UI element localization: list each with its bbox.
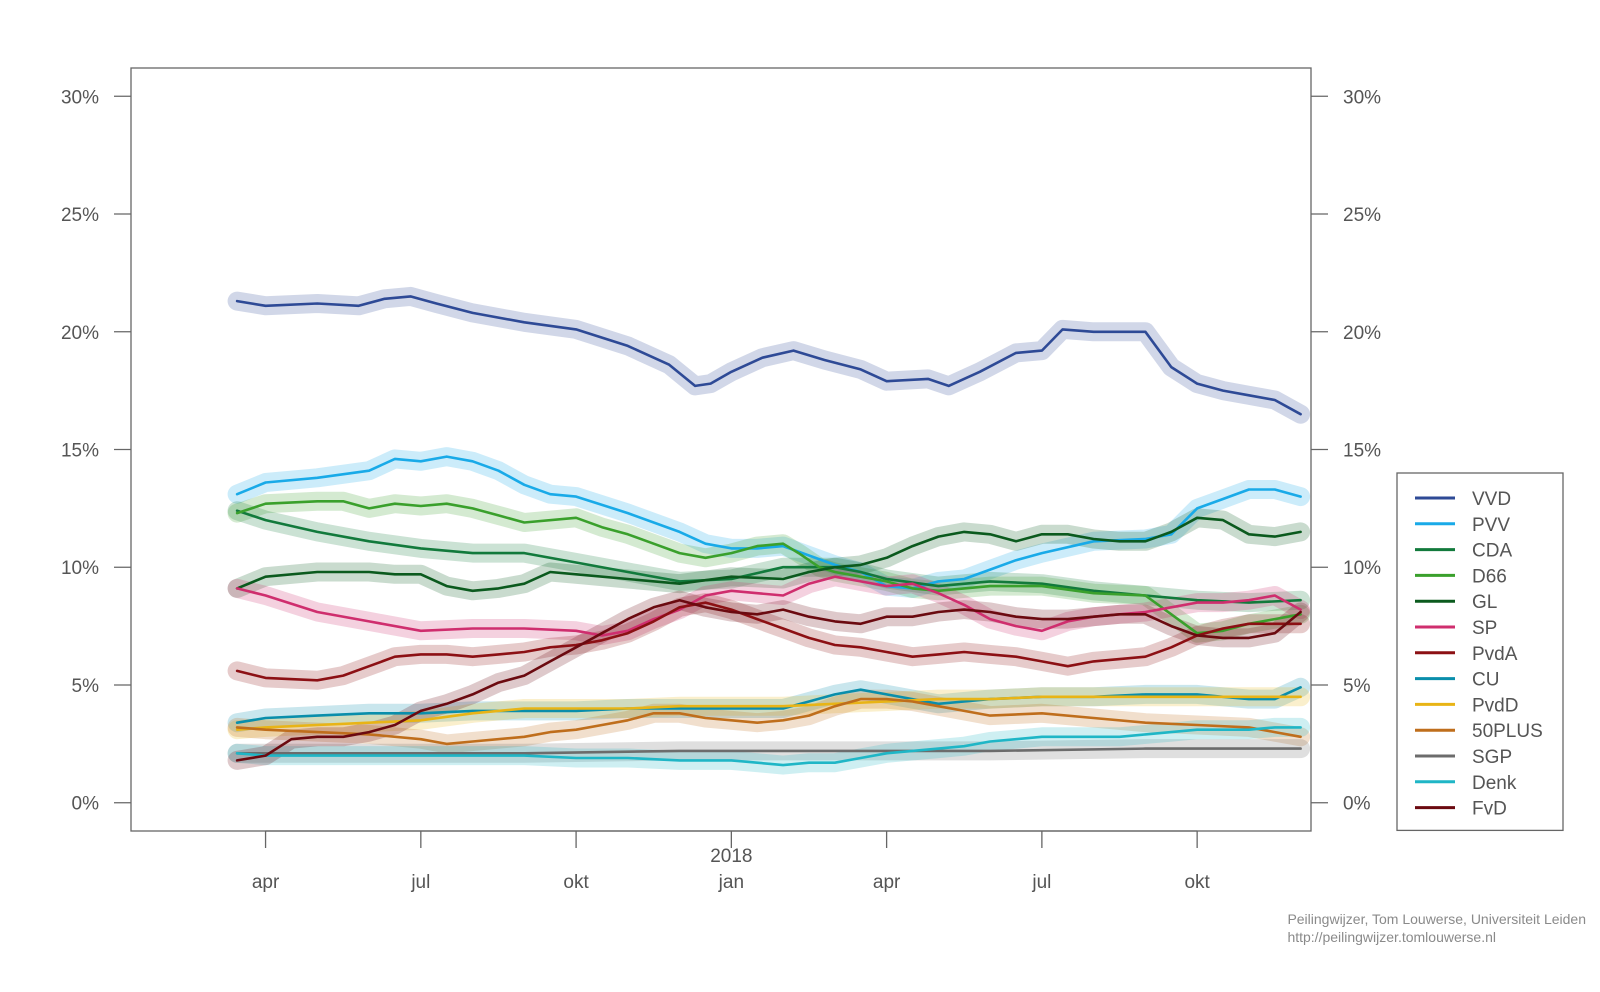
legend-label-pvda: PvdA xyxy=(1472,644,1518,665)
legend-label-gl: GL xyxy=(1472,592,1497,613)
y-tick-label-left: 15% xyxy=(61,441,99,462)
legend-label-pvv: PVV xyxy=(1472,515,1510,536)
x-tick-label: jul xyxy=(1031,872,1051,893)
y-tick-label-left: 10% xyxy=(61,558,99,579)
series-line-pvdd xyxy=(235,695,1302,731)
y-tick-label-right: 10% xyxy=(1343,558,1381,579)
series-line-denk xyxy=(235,726,1302,767)
legend-label-cu: CU xyxy=(1472,670,1499,691)
y-tick-label-right: 0% xyxy=(1343,794,1371,815)
x-tick-label: apr xyxy=(252,872,280,893)
x-tick-year-label: 2018 xyxy=(710,846,752,867)
y-tick-label-left: 25% xyxy=(61,205,99,226)
x-tick-label: okt xyxy=(1184,872,1210,893)
series-line-vvd xyxy=(235,295,1302,416)
credit-url[interactable]: http://peilingwijzer.tomlouwerse.nl xyxy=(1287,929,1496,945)
series-line-cu xyxy=(235,686,1302,724)
y-tick-label-right: 30% xyxy=(1343,87,1381,108)
series-line-sgp xyxy=(235,747,1302,755)
y-axis-left: 0% 5% 10% 15% 20% 25% 30% xyxy=(61,87,131,815)
legend: VVD PVV CDA D66 GL SP PvdA CU PvdD 50PLUS SGP Denk F… xyxy=(1396,472,1564,832)
legend-label-fvd: FvD xyxy=(1472,799,1507,820)
series-line-pvda xyxy=(235,601,1302,682)
y-axis-right: 0% 5% 10% 15% 20% 25% 30% xyxy=(1311,87,1381,815)
y-tick-label-left: 20% xyxy=(61,323,99,344)
series-line-cda xyxy=(235,509,1302,604)
x-axis: apr jul okt jan 2018 apr jul okt xyxy=(252,830,1211,893)
legend-label-sp: SP xyxy=(1472,618,1497,639)
series-lines xyxy=(235,295,1302,767)
y-tick-label-left: 5% xyxy=(72,676,100,697)
series-line-gl xyxy=(235,516,1302,593)
y-tick-label-left: 0% xyxy=(72,794,100,815)
series-line-50plus xyxy=(235,697,1302,746)
series-line-d66 xyxy=(235,500,1302,635)
y-tick-label-right: 15% xyxy=(1343,441,1381,462)
legend-label-50plus: 50PLUS xyxy=(1472,721,1543,742)
legend-label-sgp: SGP xyxy=(1472,747,1512,768)
x-tick-label: apr xyxy=(873,872,901,893)
legend-label-d66: D66 xyxy=(1472,566,1507,587)
credit-line-1: Peilingwijzer, Tom Louwerse, Universitei… xyxy=(1287,911,1586,927)
x-tick-label: jul xyxy=(410,872,430,893)
y-tick-label-right: 25% xyxy=(1343,205,1381,226)
legend-label-denk: Denk xyxy=(1472,773,1517,794)
y-tick-label-right: 5% xyxy=(1343,676,1371,697)
y-tick-label-left: 30% xyxy=(61,87,99,108)
series-line-sp xyxy=(235,575,1302,637)
legend-label-vvd: VVD xyxy=(1472,489,1511,510)
series-line-fvd xyxy=(235,598,1302,762)
x-tick-label: okt xyxy=(563,872,589,893)
legend-label-cda: CDA xyxy=(1472,541,1512,562)
credit: Peilingwijzer, Tom Louwerse, Universitei… xyxy=(1287,910,1586,946)
legend-label-pvdd: PvdD xyxy=(1472,695,1518,716)
x-tick-label: jan xyxy=(718,872,744,893)
y-tick-label-right: 20% xyxy=(1343,323,1381,344)
